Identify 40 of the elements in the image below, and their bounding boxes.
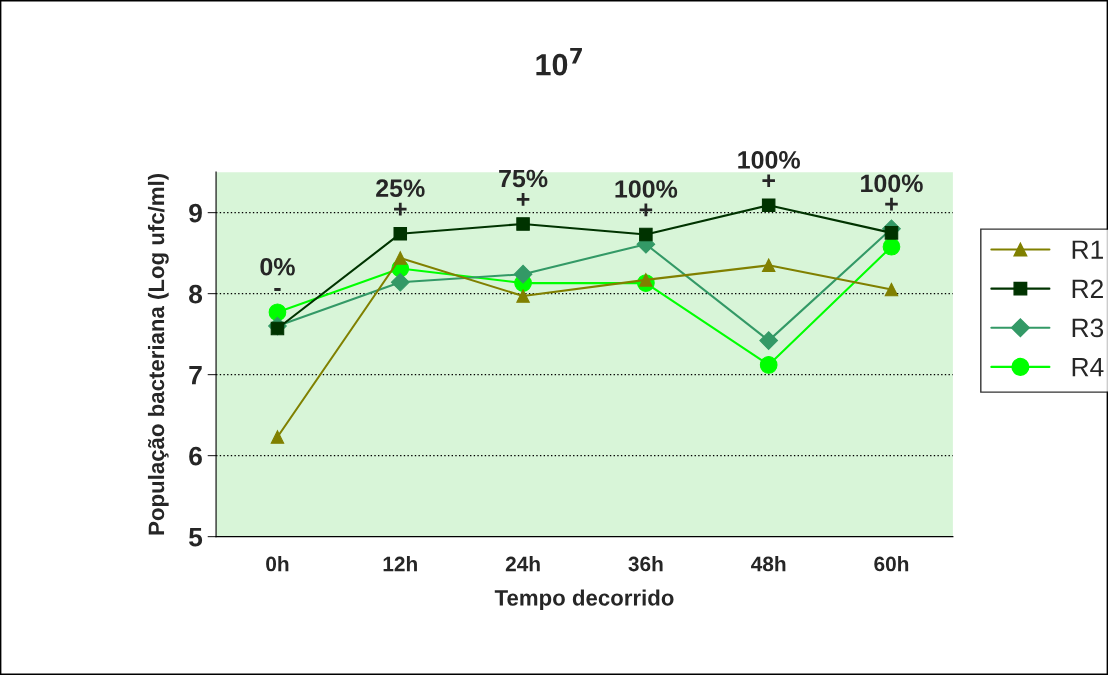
legend-label: R4 (1072, 357, 1104, 377)
point (884, 226, 899, 240)
annotation: 100% + (615, 180, 678, 217)
point (639, 227, 653, 242)
annotation: 100% + (861, 174, 923, 211)
x-axis-title: Tempo decorrido (494, 589, 674, 611)
x-tick-label: 24h (505, 556, 540, 572)
y-tick-label: 9 (189, 203, 202, 223)
point (393, 226, 408, 241)
point (513, 264, 533, 284)
y-tick-label: 7 (189, 366, 202, 385)
point (759, 331, 779, 350)
chart-title: 10$^{7}$ (536, 47, 582, 76)
x-tick-label: 36h (628, 556, 663, 572)
x-tick-label: 0h (266, 556, 289, 572)
x-tick-label: 60h (874, 556, 909, 572)
point (759, 356, 778, 374)
point (390, 272, 410, 292)
point (516, 217, 530, 231)
point (639, 273, 653, 287)
legend-label: R1 (1072, 240, 1103, 259)
annotation: 100% + (738, 150, 800, 188)
point (761, 198, 776, 213)
point (884, 282, 899, 297)
point (516, 289, 530, 303)
point (882, 237, 901, 256)
y-tick-label: 6 (189, 446, 202, 466)
x-tick-label: 48h (751, 556, 786, 572)
point (393, 251, 408, 265)
y-tick-label: 8 (189, 284, 203, 304)
annotation: 25% + (376, 179, 425, 216)
y-axis-title: População bacteriana (Log ufc/ml) (147, 173, 169, 535)
point (761, 258, 776, 273)
legend-label: R2 (1072, 279, 1103, 298)
annotation: 0% - (260, 257, 295, 291)
x-tick-label: 12h (383, 556, 417, 572)
point (270, 430, 285, 444)
annotation: 75% + (499, 169, 548, 206)
y-tick-label: 5 (189, 528, 203, 547)
legend-label: R3 (1072, 318, 1104, 338)
